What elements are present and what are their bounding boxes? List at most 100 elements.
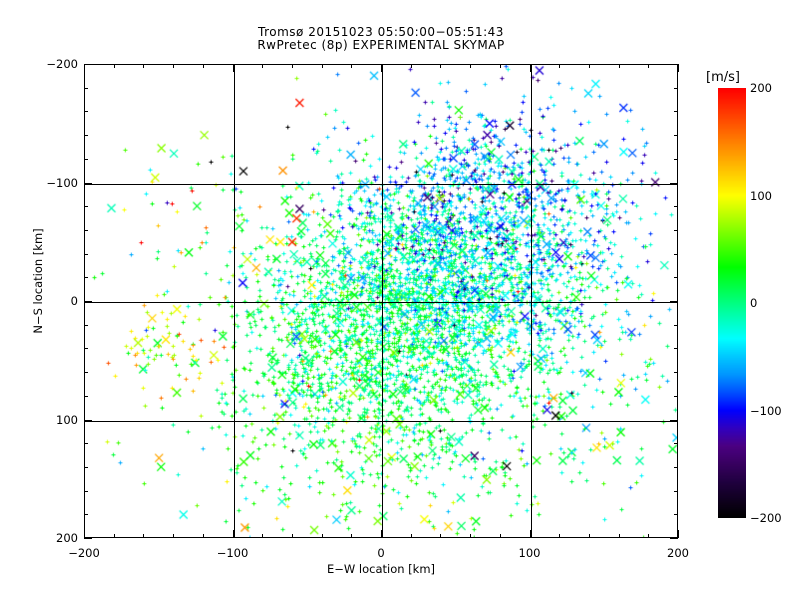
y-tick-major xyxy=(84,64,92,65)
x-tick-minor xyxy=(648,534,649,538)
y-tick-label: −200 xyxy=(46,57,78,71)
colorbar-tick-label: −200 xyxy=(750,511,782,525)
x-tick-minor-top xyxy=(411,64,412,68)
y-tick-minor xyxy=(84,491,88,492)
y-tick-minor xyxy=(84,159,88,160)
y-tick-minor-right xyxy=(674,277,678,278)
colorbar-tick-label: 0 xyxy=(750,296,758,310)
y-tick-label: 100 xyxy=(56,412,78,427)
y-tick-minor xyxy=(84,325,88,326)
figure-title: Tromsø 20151023 05:50:00−05:51:43 RwPret… xyxy=(84,26,678,52)
y-tick-major xyxy=(84,183,92,184)
x-tick-minor xyxy=(440,534,441,538)
y-tick-major-right xyxy=(670,538,678,539)
y-tick-minor xyxy=(84,88,88,89)
x-tick-minor xyxy=(292,534,293,538)
x-tick-major xyxy=(381,530,382,538)
y-tick-major-right xyxy=(670,301,678,302)
x-tick-minor-top xyxy=(262,64,263,68)
y-axis-label: N−S location [km] xyxy=(31,228,45,334)
y-tick-minor xyxy=(84,230,88,231)
y-tick-major xyxy=(84,538,92,539)
y-tick-minor xyxy=(84,467,88,468)
x-tick-minor xyxy=(500,534,501,538)
colorbar-gradient xyxy=(718,88,746,518)
x-tick-label: 100 xyxy=(518,546,541,560)
x-tick-major xyxy=(678,530,679,538)
y-tick-minor xyxy=(84,135,88,136)
x-tick-label: 200 xyxy=(667,546,689,560)
y-tick-major xyxy=(84,420,92,421)
x-tick-minor xyxy=(173,534,174,538)
x-tick-minor xyxy=(589,534,590,538)
y-tick-major-right xyxy=(670,183,678,184)
title-line-2: RwPretec (8p) EXPERIMENTAL SKYMAP xyxy=(257,38,505,52)
x-tick-major-top xyxy=(530,64,531,72)
x-tick-major-top xyxy=(678,64,679,72)
x-tick-minor-top xyxy=(203,64,204,68)
x-tick-major-top xyxy=(84,64,85,72)
y-tick-minor-right xyxy=(674,111,678,112)
y-tick-minor-right xyxy=(674,206,678,207)
y-tick-minor xyxy=(84,514,88,515)
y-tick-minor-right xyxy=(674,396,678,397)
x-tick-major-top xyxy=(233,64,234,72)
y-tick-minor xyxy=(84,206,88,207)
x-tick-label: −100 xyxy=(216,546,249,560)
x-tick-minor-top xyxy=(589,64,590,68)
y-tick-minor-right xyxy=(674,254,678,255)
x-tick-minor-top xyxy=(559,64,560,68)
colorbar-tick-label: −100 xyxy=(750,403,782,418)
x-tick-minor xyxy=(411,534,412,538)
x-tick-minor xyxy=(559,534,560,538)
y-tick-minor-right xyxy=(674,491,678,492)
y-tick-minor-right xyxy=(674,325,678,326)
y-tick-label: 200 xyxy=(56,531,78,545)
x-tick-minor-top xyxy=(143,64,144,68)
y-tick-label: 0 xyxy=(70,294,78,308)
x-tick-minor xyxy=(114,534,115,538)
x-tick-minor-top xyxy=(114,64,115,68)
x-tick-minor xyxy=(470,534,471,538)
x-tick-label: 0 xyxy=(377,546,385,560)
y-tick-minor xyxy=(84,254,88,255)
y-tick-major-right xyxy=(670,64,678,65)
plot-area[interactable] xyxy=(84,64,678,538)
y-tick-minor-right xyxy=(674,443,678,444)
x-tick-minor xyxy=(143,534,144,538)
x-tick-minor-top xyxy=(322,64,323,68)
x-tick-major-top xyxy=(381,64,382,72)
x-tick-major xyxy=(84,530,85,538)
y-tick-minor-right xyxy=(674,159,678,160)
y-tick-major xyxy=(84,301,92,302)
x-tick-minor xyxy=(262,534,263,538)
y-tick-minor xyxy=(84,111,88,112)
x-tick-label: −200 xyxy=(68,546,100,560)
x-tick-minor xyxy=(351,534,352,538)
x-axis-label: E−W location [km] xyxy=(326,562,436,576)
y-tick-minor-right xyxy=(674,88,678,89)
y-tick-minor xyxy=(84,443,88,444)
y-tick-label: −100 xyxy=(46,175,78,190)
y-tick-major-right xyxy=(670,420,678,421)
x-tick-minor xyxy=(619,534,620,538)
x-tick-minor-top xyxy=(351,64,352,68)
y-tick-minor xyxy=(84,396,88,397)
x-tick-minor-top xyxy=(470,64,471,68)
x-tick-minor xyxy=(322,534,323,538)
colorbar[interactable] xyxy=(718,88,746,518)
x-tick-minor-top xyxy=(292,64,293,68)
x-tick-minor-top xyxy=(440,64,441,68)
title-line-1: Tromsø 20151023 05:50:00−05:51:43 xyxy=(258,25,504,39)
scatter-data-layer xyxy=(85,65,677,537)
y-tick-minor-right xyxy=(674,467,678,468)
y-tick-minor-right xyxy=(674,514,678,515)
colorbar-unit-label: [m/s] xyxy=(706,70,740,85)
x-tick-minor-top xyxy=(648,64,649,68)
x-tick-major xyxy=(530,530,531,538)
x-tick-minor-top xyxy=(173,64,174,68)
colorbar-tick-label: 200 xyxy=(750,81,772,95)
x-tick-minor-top xyxy=(500,64,501,68)
y-tick-minor-right xyxy=(674,372,678,373)
